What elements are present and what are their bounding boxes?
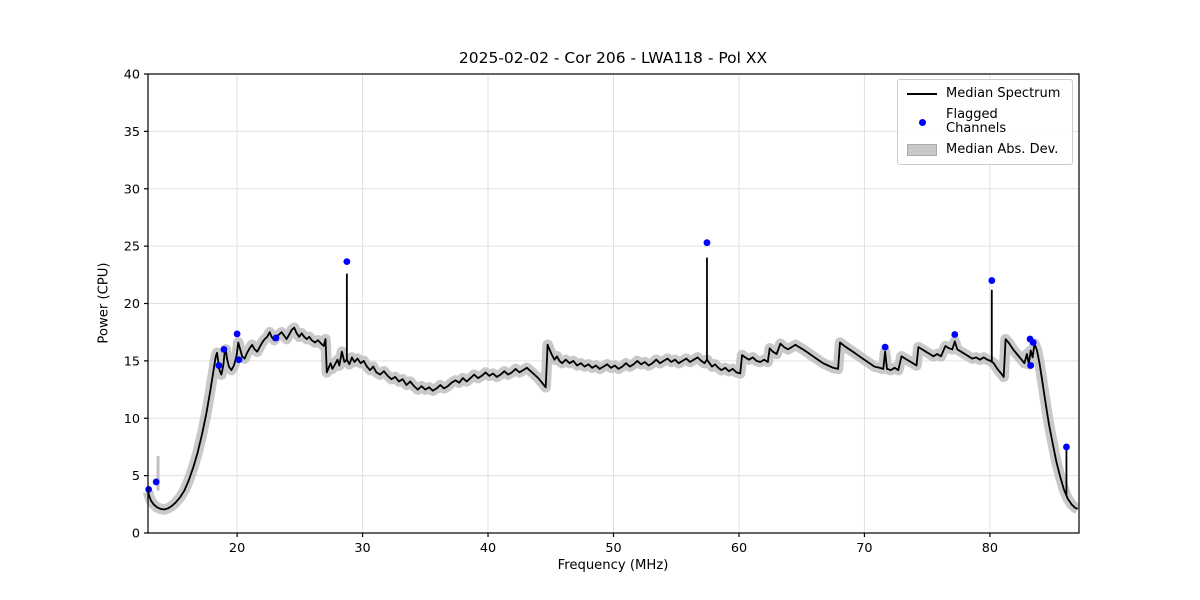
flagged-channel-dot	[703, 239, 711, 247]
x-tick-label: 20	[229, 541, 245, 556]
x-tick-label: 70	[856, 541, 872, 556]
flagged-channel-dot	[1027, 362, 1035, 369]
y-tick-label: 10	[124, 412, 140, 427]
flagged-channel-dot	[951, 331, 959, 338]
flagged-channel-dot	[235, 356, 243, 364]
line-sample-icon	[906, 93, 938, 95]
x-tick-label: 60	[731, 541, 747, 556]
legend-item-flagged-channels: Flagged Channels	[906, 108, 1062, 136]
y-tick-label: 35	[124, 125, 140, 140]
flagged-channel-dot	[881, 343, 889, 351]
y-tick-label: 20	[124, 297, 140, 312]
legend-label: Median Abs. Dev.	[946, 142, 1059, 157]
x-tick-label: 30	[354, 541, 370, 556]
x-tick-label: 80	[982, 541, 998, 556]
patch-sample-icon	[906, 144, 938, 156]
y-tick-label: 15	[124, 354, 140, 369]
chart-title: 2025-02-02 - Cor 206 - LWA118 - Pol XX	[458, 49, 768, 67]
flagged-channel-dot	[233, 330, 241, 338]
dot-sample-icon	[906, 118, 938, 126]
flagged-channel-dot	[1029, 339, 1037, 346]
flagged-channel-dot	[988, 277, 996, 284]
y-tick-label: 5	[132, 469, 140, 484]
flagged-channel-dot	[215, 362, 223, 369]
flagged-channel-dot	[343, 258, 351, 266]
flagged-channel-dot	[1063, 443, 1070, 451]
legend: Median Spectrum Flagged Channels Median …	[897, 79, 1073, 165]
x-tick-label: 50	[605, 541, 621, 556]
y-tick-label: 25	[124, 240, 140, 255]
legend-label: Flagged Channels	[946, 107, 1007, 136]
flagged-channel-dot	[272, 334, 280, 342]
x-tick-label: 40	[480, 541, 496, 556]
legend-label: Median Spectrum	[946, 86, 1061, 101]
legend-item-median-spectrum: Median Spectrum	[906, 87, 1062, 101]
flagged-channel-dot	[152, 478, 160, 486]
flagged-channel-dot	[145, 485, 153, 493]
flagged-channel-dot	[220, 346, 228, 353]
y-tick-label: 30	[124, 182, 140, 197]
y-tick-label: 0	[132, 527, 140, 542]
x-axis-label: Frequency (MHz)	[557, 558, 669, 573]
legend-item-median-abs-dev: Median Abs. Dev.	[906, 143, 1062, 157]
y-tick-label: 40	[124, 68, 140, 83]
y-axis-label: Power (CPU)	[96, 262, 112, 344]
